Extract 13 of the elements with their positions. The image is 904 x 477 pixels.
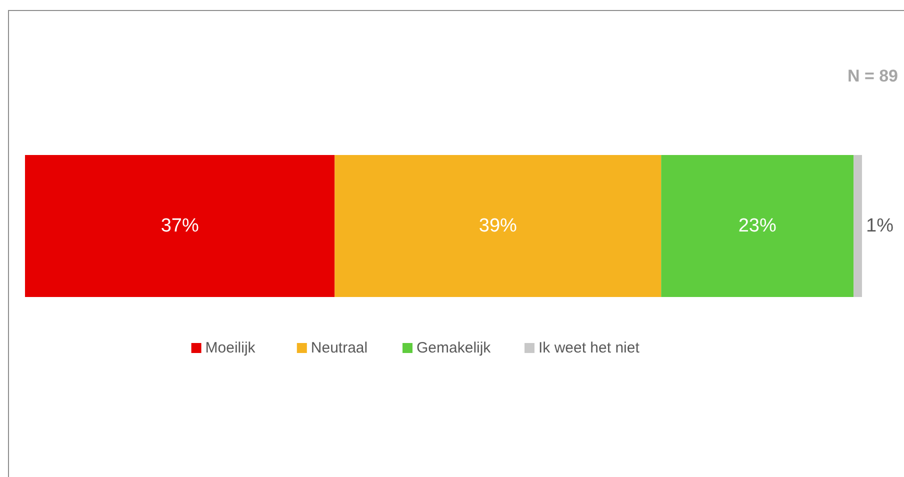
data-label: 1%: [866, 216, 894, 236]
data-label: 37%: [160, 216, 199, 236]
bar: [25, 155, 335, 297]
data-label: 23%: [738, 216, 776, 236]
legend-label: Ik weet het niet: [538, 340, 640, 356]
data-label: 39%: [478, 216, 518, 236]
bar: [661, 155, 854, 297]
legend-label: Moeilijk: [205, 340, 256, 356]
text: N = 89: [847, 66, 898, 86]
bar: [854, 155, 862, 297]
bar: [334, 155, 662, 297]
legend-label: Neutraal: [310, 340, 368, 356]
legend-label: Gemakelijk: [416, 340, 492, 356]
